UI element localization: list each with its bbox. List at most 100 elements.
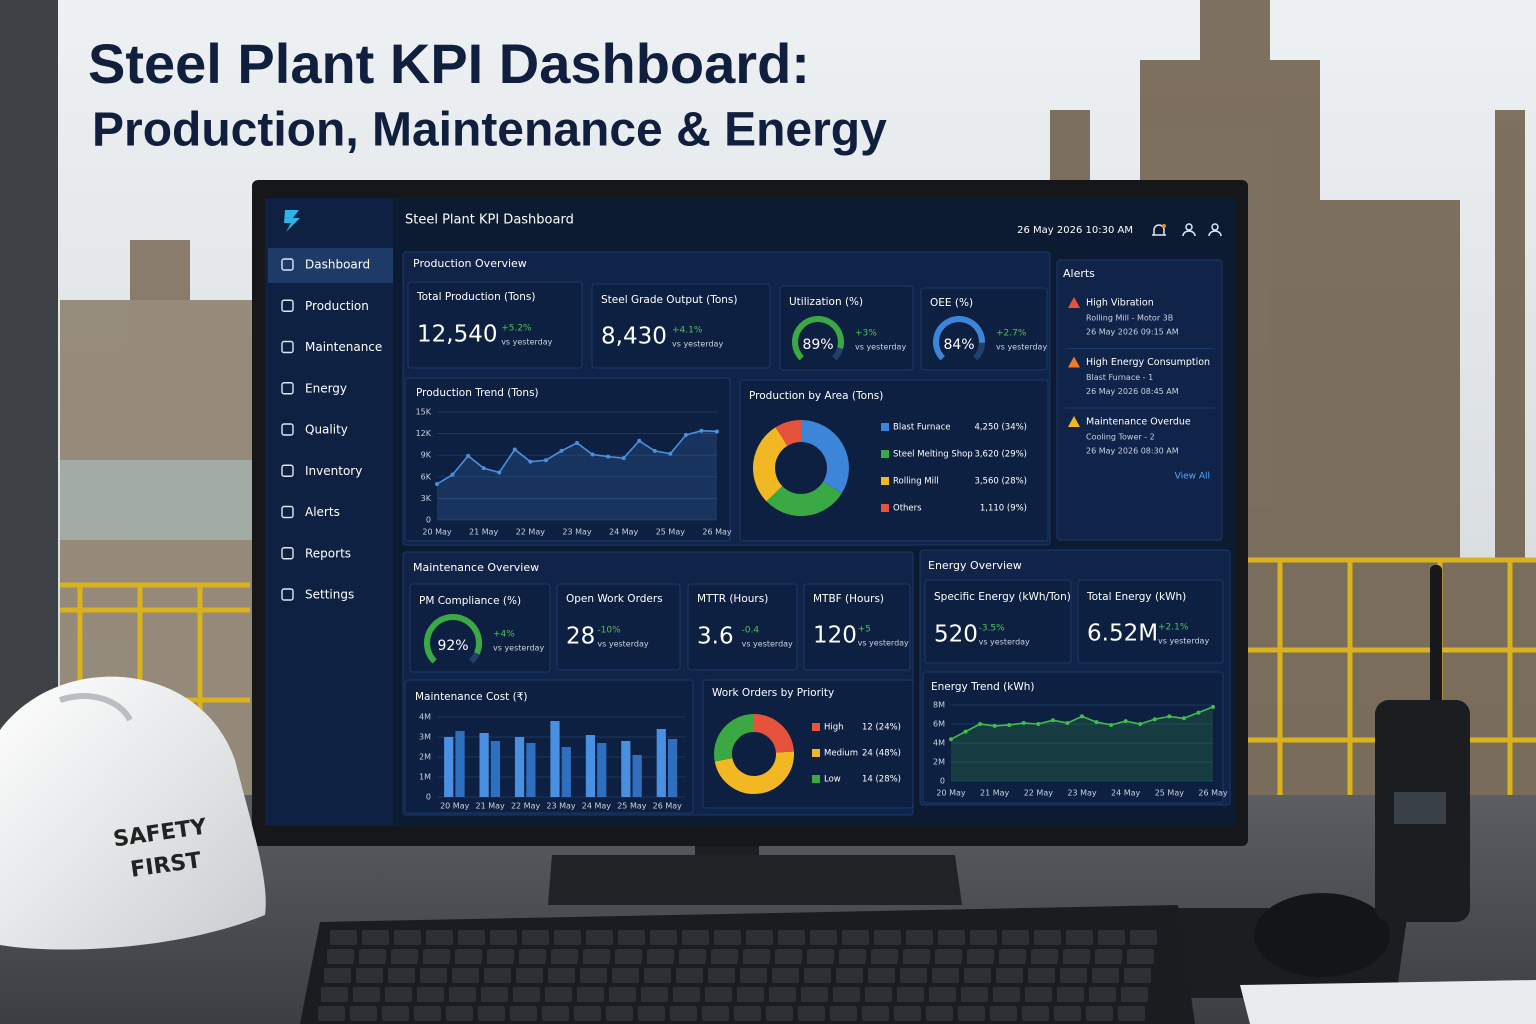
legend-swatch bbox=[881, 477, 889, 485]
trend-point bbox=[715, 429, 719, 434]
key bbox=[487, 949, 514, 964]
key bbox=[743, 949, 770, 964]
key bbox=[583, 949, 610, 964]
trend-point bbox=[1094, 720, 1099, 725]
donut-slice bbox=[714, 751, 794, 794]
nav-item[interactable]: Inventory bbox=[305, 464, 362, 478]
key bbox=[423, 949, 450, 964]
alert-icon bbox=[1068, 416, 1080, 427]
trend-point bbox=[1007, 722, 1012, 727]
chart-title: Work Orders by Priority bbox=[712, 687, 834, 699]
key bbox=[350, 1006, 377, 1021]
bar bbox=[479, 733, 489, 797]
key bbox=[740, 968, 767, 983]
trend-point bbox=[1123, 719, 1128, 724]
key bbox=[574, 1006, 601, 1021]
nav-item[interactable]: Alerts bbox=[305, 505, 340, 519]
active-nav bbox=[268, 248, 393, 283]
key bbox=[327, 949, 354, 964]
key bbox=[510, 1006, 537, 1021]
trend-point bbox=[683, 433, 688, 438]
change: +4.1% bbox=[672, 326, 703, 336]
alert-source: Rolling Mill - Motor 3B bbox=[1086, 314, 1173, 323]
nav-item[interactable]: Settings bbox=[305, 588, 354, 602]
key bbox=[769, 987, 796, 1002]
x-tick-label: 20 May bbox=[440, 802, 470, 811]
key bbox=[670, 1006, 697, 1021]
keyboard-keys bbox=[318, 930, 1157, 1021]
trend-point bbox=[668, 451, 673, 456]
change-note: vs yesterday bbox=[493, 644, 544, 653]
key bbox=[458, 930, 485, 945]
panel bbox=[404, 377, 731, 542]
nav-item[interactable]: Energy bbox=[305, 381, 347, 395]
alert-title[interactable]: High Vibration bbox=[1086, 298, 1154, 309]
nav-item[interactable]: Quality bbox=[305, 423, 348, 437]
y-tick-label: 9K bbox=[421, 451, 432, 460]
x-tick-label: 24 May bbox=[1111, 789, 1141, 798]
legend-label: High bbox=[824, 723, 844, 733]
alert-icon bbox=[1068, 356, 1080, 368]
radio bbox=[1375, 565, 1470, 922]
key bbox=[871, 949, 898, 964]
key bbox=[874, 930, 901, 945]
key bbox=[452, 968, 479, 983]
y-tick-label: 4M bbox=[933, 739, 945, 748]
kpi-label: Total Energy (kWh) bbox=[1086, 591, 1186, 603]
donut-slice bbox=[775, 420, 802, 447]
kpi-label: Total Production (Tons) bbox=[416, 291, 535, 303]
key bbox=[705, 987, 732, 1002]
key bbox=[836, 968, 863, 983]
kpi-label: Utilization (%) bbox=[789, 296, 863, 308]
trend-point bbox=[606, 454, 611, 459]
alert-title[interactable]: High Energy Consumption bbox=[1086, 357, 1210, 368]
x-tick-label: 20 May bbox=[422, 528, 452, 537]
key bbox=[359, 949, 386, 964]
key bbox=[356, 968, 383, 983]
donut-slice bbox=[800, 420, 849, 494]
x-tick-label: 25 May bbox=[656, 528, 686, 537]
key bbox=[484, 968, 511, 983]
legend-label: Medium bbox=[824, 749, 858, 759]
key bbox=[900, 968, 927, 983]
hard-hat bbox=[0, 676, 266, 950]
key bbox=[903, 949, 930, 964]
view-all-link[interactable]: View All bbox=[1175, 472, 1210, 482]
legend-value: 12 (24%) bbox=[862, 723, 901, 733]
key bbox=[830, 1006, 857, 1021]
nav-item[interactable]: Dashboard bbox=[305, 258, 370, 272]
app-title: Steel Plant KPI Dashboard bbox=[405, 213, 574, 228]
key bbox=[970, 930, 997, 945]
kpi-label: MTBF (Hours) bbox=[813, 593, 884, 605]
panel-title: Maintenance Overview bbox=[413, 561, 539, 574]
alert-title[interactable]: Maintenance Overdue bbox=[1086, 417, 1191, 428]
key bbox=[778, 930, 805, 945]
y-tick-label: 2M bbox=[933, 758, 945, 767]
trend-point bbox=[1167, 714, 1172, 719]
key bbox=[897, 987, 924, 1002]
key bbox=[833, 987, 860, 1002]
chart-title: Maintenance Cost (₹) bbox=[415, 691, 528, 703]
alert-icon bbox=[1068, 297, 1080, 308]
chart-title: Production by Area (Tons) bbox=[749, 390, 883, 402]
x-tick-label: 22 May bbox=[511, 802, 541, 811]
trend-point bbox=[1021, 721, 1026, 726]
legend-label: Low bbox=[824, 775, 841, 785]
panel bbox=[924, 579, 1072, 664]
key bbox=[522, 930, 549, 945]
x-tick-label: 23 May bbox=[1067, 789, 1097, 798]
kpi-value: 120 bbox=[813, 623, 857, 649]
header-icons bbox=[1152, 223, 1222, 237]
key bbox=[1095, 949, 1122, 964]
bar bbox=[585, 735, 596, 797]
nav-item[interactable]: Reports bbox=[305, 546, 351, 560]
nav-item[interactable]: Maintenance bbox=[305, 340, 382, 354]
alert-source: Cooling Tower - 2 bbox=[1086, 433, 1155, 442]
key bbox=[321, 987, 348, 1002]
nav-item[interactable]: Production bbox=[305, 299, 369, 313]
y-tick-label: 15K bbox=[416, 408, 432, 417]
key bbox=[842, 930, 869, 945]
key bbox=[1121, 987, 1148, 1002]
x-tick-label: 22 May bbox=[1024, 789, 1054, 798]
trend-point bbox=[575, 440, 579, 445]
